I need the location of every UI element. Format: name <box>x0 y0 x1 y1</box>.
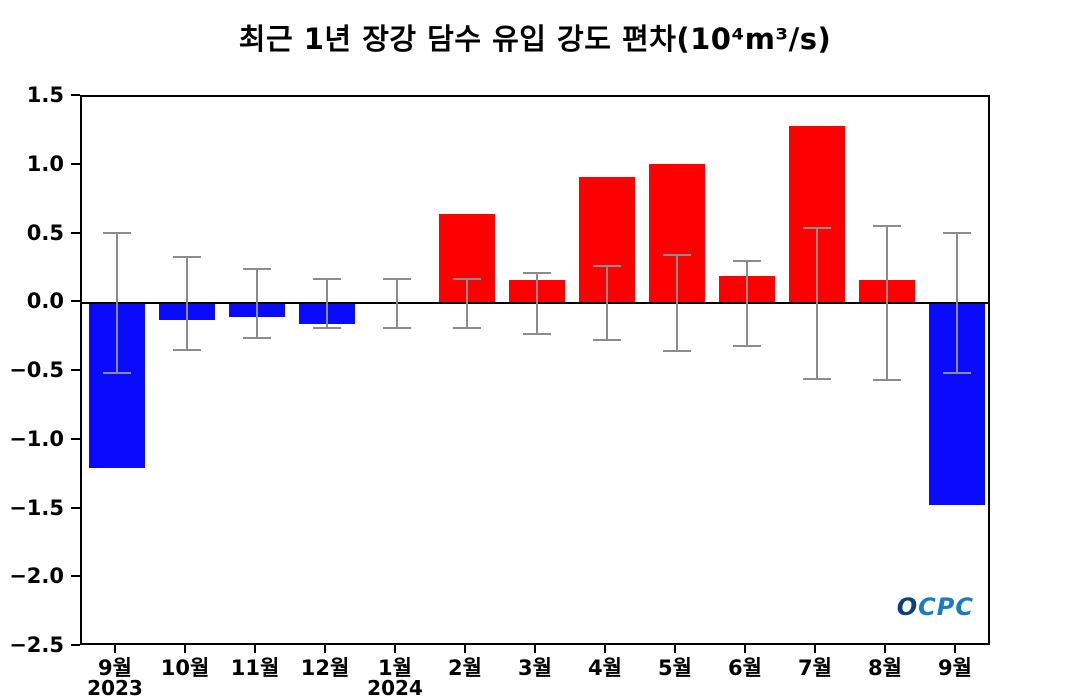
y-tick-mark <box>71 506 80 509</box>
error-bar-cap <box>103 372 131 375</box>
error-bar <box>116 233 118 374</box>
x-tick-mark <box>254 645 256 653</box>
y-tick-mark <box>71 437 80 440</box>
y-tick-label: −1.0 <box>9 426 64 451</box>
y-tick-mark <box>71 94 80 96</box>
x-tick-label: 4월 <box>588 656 622 680</box>
error-bar <box>466 278 468 328</box>
error-bar-cap <box>663 350 691 353</box>
error-bar-cap <box>873 225 901 228</box>
error-bar <box>956 233 958 374</box>
x-tick-label: 2월 <box>448 656 482 680</box>
error-bar <box>606 266 608 341</box>
x-tick-mark <box>184 645 186 653</box>
x-tick-label: 8월 <box>868 656 902 680</box>
x-tick-label: 3월 <box>518 656 552 680</box>
y-tick-mark <box>71 644 80 646</box>
error-bar-cap <box>523 272 551 274</box>
x-tick-mark <box>604 645 606 653</box>
x-tick-label: 1월 <box>378 656 412 680</box>
error-bar <box>816 227 818 379</box>
error-bar-cap <box>733 259 761 262</box>
error-bar-cap <box>873 379 901 382</box>
error-bar-cap <box>243 267 271 270</box>
error-bar-cap <box>173 255 201 258</box>
error-bar <box>676 255 678 352</box>
x-tick-mark <box>394 645 396 653</box>
error-bar-cap <box>663 254 691 257</box>
x-tick-mark <box>884 645 886 653</box>
x-tick-mark <box>324 645 326 653</box>
y-tick-mark <box>71 231 80 234</box>
error-bar-cap <box>103 232 131 235</box>
error-bar-cap <box>593 339 621 342</box>
y-tick-label: −0.5 <box>9 358 64 382</box>
y-axis-labels: 1.5 1.0 0.5 0.0 −0.5 −1.0 −1.5 −2.0 −2.5 <box>0 83 70 657</box>
error-bar <box>886 226 888 381</box>
error-bar-cap <box>383 277 411 280</box>
year-label-2024: 2024 <box>367 676 423 700</box>
y-tick-label: −2.0 <box>9 564 64 589</box>
plot-area: OCPC <box>80 95 990 645</box>
x-tick-label: 6월 <box>728 656 762 680</box>
x-tick-mark <box>534 645 536 653</box>
y-tick-mark <box>71 162 80 165</box>
x-tick-label: 5월 <box>658 656 692 680</box>
error-bar-cap <box>803 226 831 229</box>
y-tick-mark <box>71 369 80 371</box>
error-bar-cap <box>733 344 761 347</box>
error-bar <box>746 260 748 346</box>
error-bar-cap <box>173 349 201 351</box>
x-tick-mark <box>464 645 466 653</box>
x-tick-mark <box>674 645 676 653</box>
error-bar-cap <box>593 265 621 268</box>
y-tick-mark <box>71 575 80 578</box>
error-bar <box>396 278 398 328</box>
y-tick-label: −2.5 <box>9 633 64 657</box>
error-bar-cap <box>383 327 411 329</box>
error-bar <box>536 273 538 334</box>
error-bar <box>186 256 188 350</box>
y-tick-label: 1.0 <box>26 151 64 176</box>
error-bar <box>256 268 258 338</box>
error-bar-cap <box>523 332 551 335</box>
error-bar-cap <box>943 232 971 235</box>
x-tick-mark <box>954 645 956 653</box>
y-tick-label: −1.5 <box>9 495 64 520</box>
x-tick-label: 11월 <box>230 656 280 680</box>
error-bar-cap <box>453 277 481 280</box>
error-bar-cap <box>943 372 971 375</box>
x-axis-year-labels: 2023 2024 <box>80 676 990 700</box>
x-tick-mark <box>814 645 816 653</box>
x-axis-labels: 9월 10월 11월 12월 1월 2월 3월 4월 5월 6월 7월 8월 9월 <box>80 652 990 680</box>
error-bar-cap <box>243 336 271 339</box>
year-label-2023: 2023 <box>87 676 143 700</box>
error-bar <box>326 278 328 328</box>
error-bar-cap <box>313 327 341 329</box>
x-tick-mark <box>114 645 116 653</box>
ocpc-logo: OCPC <box>896 593 974 621</box>
y-tick-label: 0.0 <box>26 289 64 314</box>
error-bar-cap <box>453 327 481 329</box>
x-tick-mark <box>744 645 746 653</box>
error-bar-cap <box>803 377 831 380</box>
x-tick-label: 12월 <box>300 656 350 680</box>
x-tick-label: 7월 <box>798 656 832 680</box>
y-tick-label: 0.5 <box>26 220 64 245</box>
x-tick-label: 9월 <box>98 656 132 680</box>
chart-title: 최근 1년 장강 담수 유입 강도 편차(10⁴m³/s) <box>238 22 832 56</box>
zero-line <box>82 302 988 305</box>
y-tick-label: 1.5 <box>26 83 64 107</box>
x-tick-label: 10월 <box>160 656 210 680</box>
y-tick-mark <box>71 300 80 303</box>
error-bar-cap <box>313 277 341 280</box>
x-tick-label: 9월 <box>938 656 972 680</box>
